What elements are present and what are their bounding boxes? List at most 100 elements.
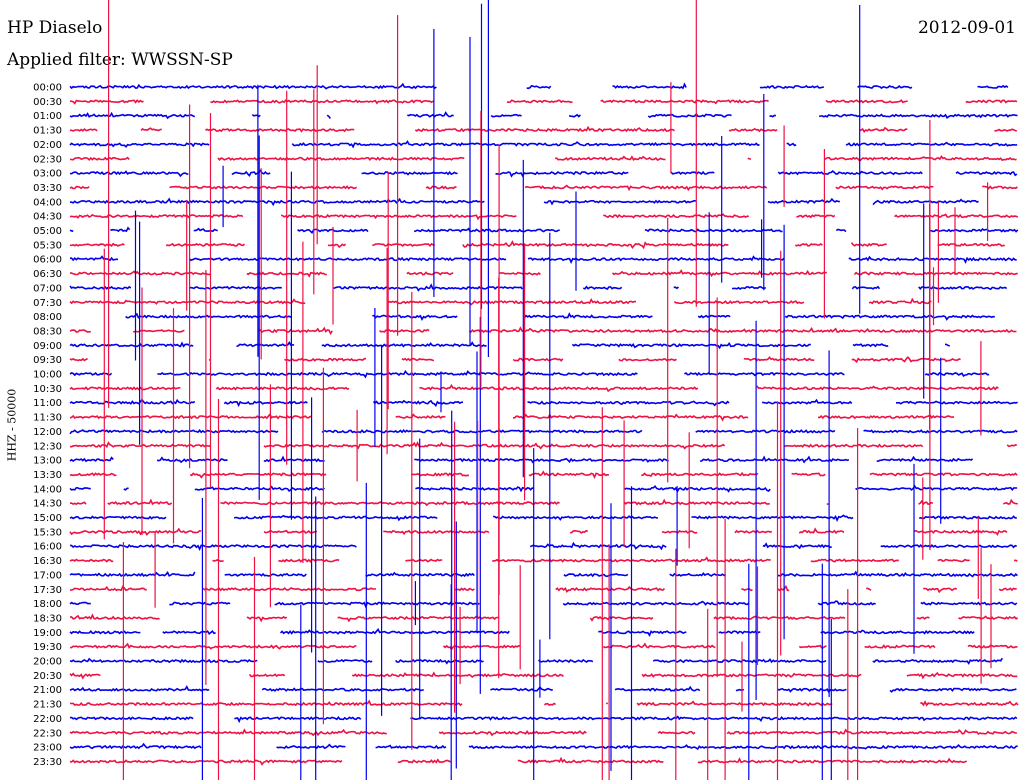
trace-line bbox=[69, 541, 1017, 552]
row-time-label: 17:30 bbox=[33, 585, 62, 596]
row-time-label: 17:00 bbox=[33, 570, 62, 581]
trace-line bbox=[69, 600, 1018, 609]
row-time-label: 08:00 bbox=[33, 312, 62, 323]
row-time-label: 02:30 bbox=[33, 154, 62, 165]
row-time-label: 11:30 bbox=[33, 413, 62, 424]
row-time-label: 04:30 bbox=[33, 212, 62, 223]
row-time-label: 15:00 bbox=[33, 513, 62, 524]
row-time-label: 09:00 bbox=[33, 341, 62, 352]
record-date: 2012-09-01 bbox=[917, 18, 1016, 38]
row-time-label: 12:00 bbox=[33, 427, 62, 438]
trace-line bbox=[70, 269, 1018, 278]
row-time-label: 23:00 bbox=[33, 743, 62, 754]
trace-line bbox=[69, 111, 1018, 120]
row-time-label: 16:00 bbox=[33, 542, 62, 553]
row-time-label: 05:30 bbox=[33, 240, 62, 251]
trace-line bbox=[69, 184, 1018, 192]
row-time-label: 07:30 bbox=[33, 298, 62, 309]
row-time-label: 06:00 bbox=[33, 255, 62, 266]
row-time-label: 20:30 bbox=[33, 671, 62, 682]
trace-line bbox=[70, 715, 1018, 724]
row-time-label: 03:00 bbox=[33, 169, 62, 180]
trace-line bbox=[69, 756, 968, 766]
row-time-label: 00:00 bbox=[33, 83, 62, 94]
trace-line bbox=[69, 671, 1018, 680]
row-time-label: 08:30 bbox=[33, 326, 62, 337]
trace-line bbox=[69, 356, 961, 364]
row-time-label: 20:00 bbox=[33, 657, 62, 668]
row-time-label: 07:00 bbox=[33, 283, 62, 294]
row-time-label: 14:30 bbox=[33, 499, 62, 510]
row-time-label: 18:00 bbox=[33, 599, 62, 610]
trace-line bbox=[69, 556, 1018, 563]
trace-line bbox=[69, 728, 1017, 737]
row-time-label: 13:30 bbox=[33, 470, 62, 481]
row-time-label: 00:30 bbox=[33, 97, 62, 108]
trace-line bbox=[69, 470, 1018, 479]
trace-line bbox=[69, 455, 974, 464]
trace-line bbox=[69, 527, 1008, 536]
trace-line bbox=[69, 627, 975, 638]
row-time-label: 10:00 bbox=[33, 370, 62, 381]
trace-line bbox=[69, 484, 1018, 494]
trace-line bbox=[69, 326, 1017, 336]
row-time-label: 13:00 bbox=[33, 456, 62, 467]
trace-line bbox=[69, 82, 1009, 90]
row-time-label: 22:30 bbox=[33, 728, 62, 739]
row-time-label: 04:00 bbox=[33, 197, 62, 208]
row-time-label: 02:00 bbox=[33, 140, 62, 151]
row-time-label: 19:30 bbox=[33, 642, 62, 653]
trace-line bbox=[69, 398, 1018, 408]
trace-line bbox=[70, 125, 1018, 134]
trace-line bbox=[69, 570, 1018, 578]
trace-line bbox=[69, 642, 1018, 651]
trace-line bbox=[69, 613, 1019, 623]
trace-line bbox=[69, 197, 979, 207]
trace-line bbox=[69, 168, 1018, 178]
trace-line bbox=[69, 283, 1008, 292]
trace-line bbox=[69, 99, 1018, 105]
row-time-label: 01:30 bbox=[33, 126, 62, 137]
trace-line bbox=[125, 312, 995, 321]
row-time-label: 23:30 bbox=[33, 757, 62, 768]
trace-line bbox=[69, 140, 1018, 149]
row-time-label: 19:00 bbox=[33, 628, 62, 639]
trace-line bbox=[69, 428, 1018, 435]
trace-line bbox=[69, 412, 955, 422]
trace-line bbox=[69, 226, 1019, 234]
row-time-label: 18:30 bbox=[33, 613, 62, 624]
row-time-label: 05:00 bbox=[33, 226, 62, 237]
trace-line bbox=[69, 699, 1019, 707]
trace-line bbox=[70, 255, 1017, 264]
row-time-label: 21:00 bbox=[33, 685, 62, 696]
trace-line bbox=[69, 383, 999, 393]
trace-line bbox=[69, 498, 1018, 507]
trace-line bbox=[69, 584, 1017, 594]
row-time-label: 21:30 bbox=[33, 700, 62, 711]
row-time-label: 06:30 bbox=[33, 269, 62, 280]
station-title: HP Diaselo bbox=[7, 18, 103, 38]
row-time-label: 12:30 bbox=[33, 441, 62, 452]
trace-line bbox=[69, 369, 990, 379]
trace-line bbox=[69, 742, 1018, 751]
row-time-label: 11:00 bbox=[33, 398, 62, 409]
trace-line bbox=[69, 514, 1017, 523]
row-time-label: 22:00 bbox=[33, 714, 62, 725]
trace-line bbox=[69, 340, 950, 350]
trace-line bbox=[69, 155, 1017, 163]
trace-line bbox=[69, 685, 1017, 694]
row-time-label: 01:00 bbox=[33, 111, 62, 122]
trace-line bbox=[69, 441, 1017, 450]
row-time-label: 10:30 bbox=[33, 384, 62, 395]
row-time-label: 14:00 bbox=[33, 484, 62, 495]
trace-line bbox=[69, 213, 1019, 221]
row-time-label: 16:30 bbox=[33, 556, 62, 567]
row-time-label: 03:30 bbox=[33, 183, 62, 194]
trace-line bbox=[69, 297, 932, 306]
row-time-label: 09:30 bbox=[33, 355, 62, 366]
filter-label: Applied filter: WWSSN-SP bbox=[7, 50, 233, 70]
trace-line bbox=[69, 657, 1003, 665]
row-time-label: 15:30 bbox=[33, 527, 62, 538]
